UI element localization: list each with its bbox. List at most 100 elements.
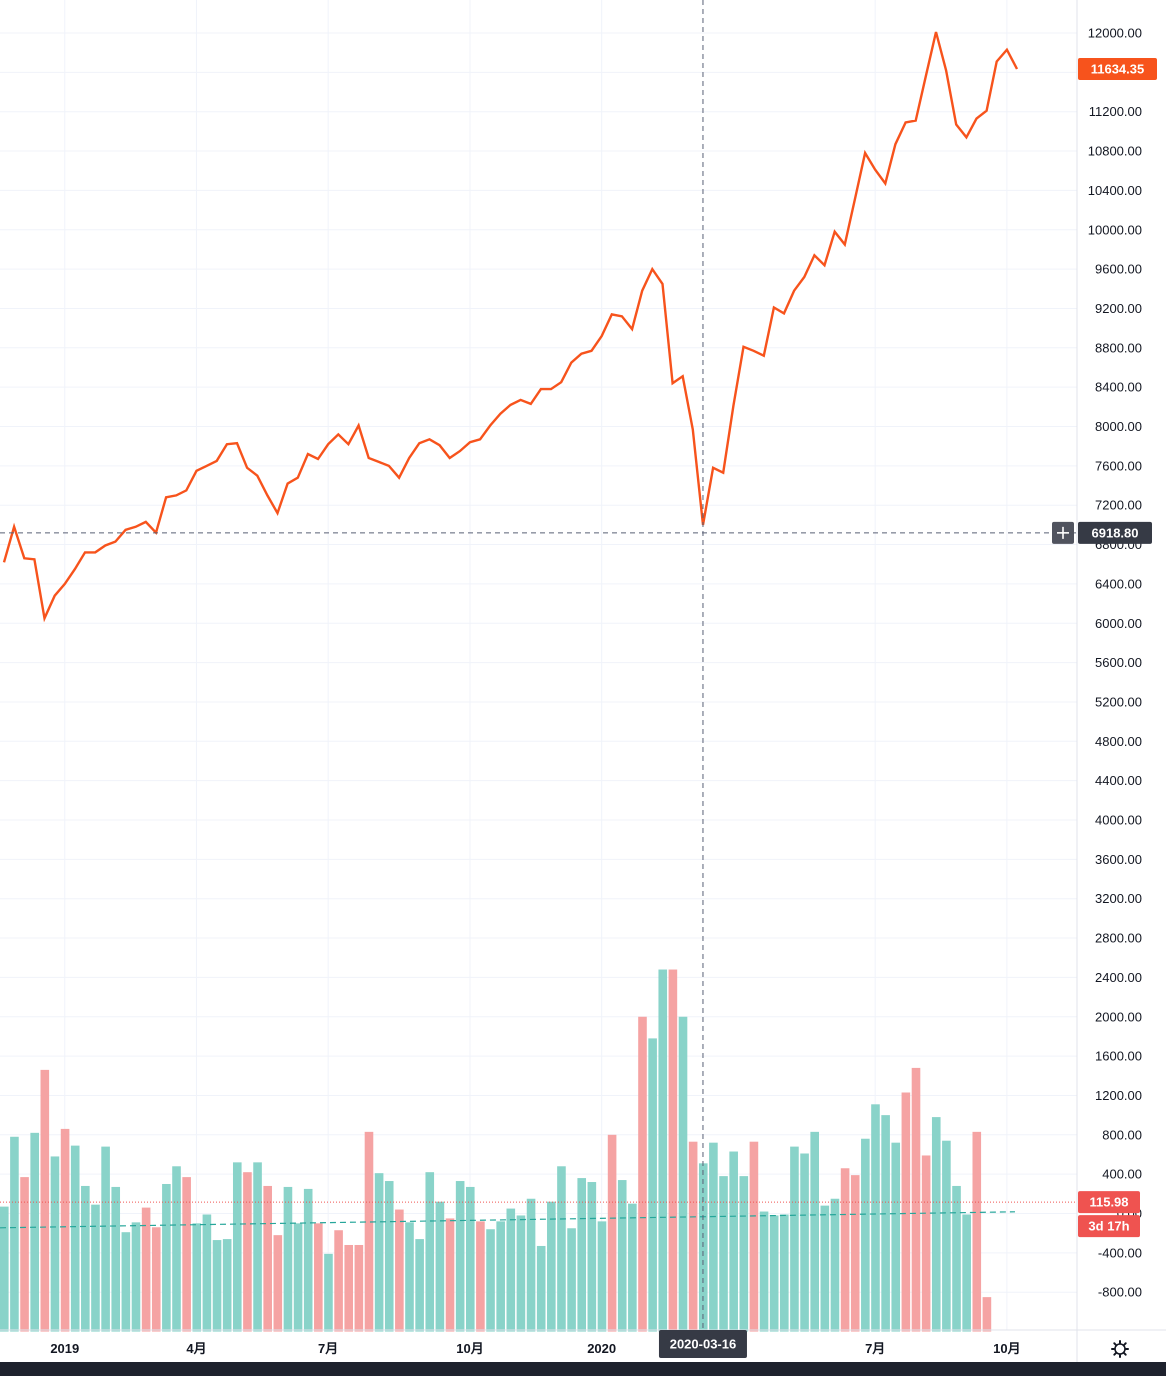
volume-bar (324, 1253, 333, 1332)
volume-bar (131, 1222, 141, 1332)
volume-bar (314, 1223, 323, 1332)
time-axis[interactable]: 2019 4月 7月 10月 2020 7月 10月 (0, 1329, 1166, 1362)
crosshair-date-badge: 2020-03-16 (658, 1330, 747, 1358)
volume-bar (222, 1239, 232, 1332)
volume-bar (921, 1155, 931, 1332)
volume-bar (709, 1142, 718, 1332)
price-tick-label: 400.00 (1102, 1167, 1142, 1182)
price-tick-label: 4800.00 (1095, 734, 1142, 749)
volume-bar (212, 1240, 222, 1332)
svg-text:6918.80: 6918.80 (1092, 525, 1139, 540)
volume-bar (395, 1209, 404, 1332)
volume-bar (850, 1175, 860, 1332)
volume-bar (465, 1186, 475, 1332)
price-line (2, 31, 1019, 623)
plus-icon[interactable] (1052, 521, 1074, 544)
volume-bar (759, 1211, 769, 1332)
price-tick-label: 800.00 (1102, 1127, 1142, 1142)
volume-bar (111, 1186, 121, 1332)
price-tick-label: 8400.00 (1095, 380, 1142, 395)
price-tick-label: 2800.00 (1095, 931, 1142, 946)
volume-bar (253, 1162, 262, 1332)
volume-bar (364, 1131, 374, 1332)
price-tick-label: 10400.00 (1088, 183, 1142, 198)
volume-bar (749, 1141, 759, 1332)
volume-bar (698, 1163, 708, 1332)
volume-bar (283, 1186, 293, 1332)
volume-bar (972, 1131, 982, 1332)
price-tick-label: 10800.00 (1088, 144, 1142, 159)
volume-bar (739, 1176, 749, 1332)
volume-bar (354, 1244, 364, 1332)
price-tick-label: 9600.00 (1095, 262, 1142, 277)
volume-bar (455, 1181, 465, 1332)
volume-bar (769, 1215, 779, 1332)
volume-bar (729, 1151, 738, 1332)
volume-bar (931, 1117, 941, 1332)
volume-bar (334, 1230, 343, 1332)
price-series (2, 31, 1019, 623)
volume-bar (516, 1215, 526, 1332)
price-tick-label: 7200.00 (1095, 498, 1142, 513)
price-tick-label: 2000.00 (1095, 1009, 1142, 1024)
time-tick-label: 10月 (993, 1341, 1020, 1356)
price-tick-label: 10000.00 (1088, 222, 1142, 237)
volume-bar (435, 1201, 445, 1332)
volume-bar (91, 1204, 100, 1332)
price-tick-label: 4000.00 (1095, 813, 1142, 828)
window-bottom-bar (0, 1362, 1166, 1376)
volume-bar (942, 1140, 951, 1332)
volume-bar (344, 1244, 354, 1332)
volume-bar (496, 1221, 505, 1332)
price-tick-label: -800.00 (1098, 1285, 1142, 1300)
time-tick-label: 10月 (456, 1341, 483, 1356)
volume-bar (800, 1153, 809, 1332)
time-tick-label: 7月 (318, 1341, 338, 1356)
volume-bar (101, 1146, 110, 1332)
volume-bar (587, 1182, 597, 1332)
volume-bar (678, 1016, 688, 1332)
volume-bar (911, 1067, 921, 1332)
price-tick-label: 12400.00 (1088, 0, 1142, 1)
gear-icon[interactable] (1111, 1340, 1129, 1358)
volume-bar (567, 1228, 576, 1332)
volume-bar (243, 1172, 252, 1332)
volume-ma-line (0, 1211, 1016, 1229)
volume-bar (405, 1222, 414, 1332)
volume-bar (415, 1239, 424, 1332)
volume-bar (60, 1128, 70, 1332)
volume-bar (384, 1181, 394, 1332)
price-tick-label: 1200.00 (1095, 1088, 1142, 1103)
volume-bar (820, 1205, 830, 1332)
volume-bar (121, 1232, 131, 1332)
volume-bar (557, 1166, 566, 1332)
price-tick-label: 9200.00 (1095, 301, 1142, 316)
time-tick-label: 7月 (865, 1341, 885, 1356)
volume-value-badge: 115.98 (1078, 1191, 1140, 1214)
volume-bar (10, 1136, 19, 1332)
price-tick-label: 12000.00 (1088, 26, 1142, 41)
price-tick-label: 3600.00 (1095, 852, 1142, 867)
volume-bar (20, 1177, 29, 1332)
volume-bar (486, 1229, 495, 1332)
price-tick-label: 1600.00 (1095, 1049, 1142, 1064)
volume-bar (536, 1245, 546, 1332)
price-tick-label: 6400.00 (1095, 576, 1142, 591)
volume-bar (830, 1198, 840, 1332)
volume-bar (232, 1162, 242, 1332)
volume-bar (70, 1145, 80, 1332)
volume-bar (810, 1131, 819, 1332)
volume-bar (840, 1168, 850, 1332)
svg-text:3d 17h: 3d 17h (1088, 1219, 1129, 1234)
svg-text:115.98: 115.98 (1089, 1195, 1128, 1210)
volume-bar (891, 1142, 901, 1332)
volume-bar (81, 1185, 90, 1332)
volume-bar (182, 1177, 191, 1332)
price-tick-label: 7600.00 (1095, 458, 1142, 473)
price-tick-label: 11200.00 (1089, 104, 1142, 119)
volume-bar (688, 1141, 698, 1332)
price-axis[interactable]: 12400.0012000.0011600.0011200.0010800.00… (1076, 0, 1142, 1362)
volume-bar (861, 1138, 870, 1332)
